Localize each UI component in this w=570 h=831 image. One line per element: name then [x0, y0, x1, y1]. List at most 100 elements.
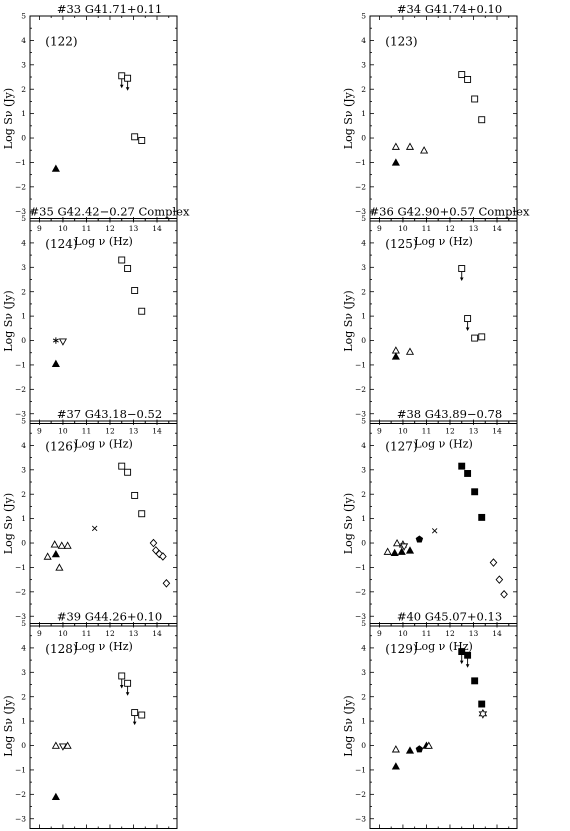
panel-title: #39 G44.26+0.10 — [57, 610, 162, 624]
data-point-square-filled — [471, 677, 479, 685]
x-tick-label: 9 — [37, 224, 42, 233]
x-tick-label: 11 — [82, 629, 92, 638]
data-point-square-open — [138, 711, 146, 719]
x-tick-label: 11 — [82, 427, 92, 436]
data-point-square-open — [138, 510, 146, 518]
y-tick-label: 0 — [361, 134, 366, 143]
y-tick-label: −2 — [355, 385, 366, 394]
data-point-square-open — [131, 491, 139, 499]
plot-frame — [369, 420, 518, 627]
data-point-tri-open — [55, 563, 64, 571]
y-tick-label: 4 — [361, 644, 366, 653]
data-point-square-open — [471, 334, 479, 342]
source-number: (128) — [45, 642, 77, 656]
data-point-tri-open — [383, 547, 392, 555]
data-point-square-filled — [471, 488, 479, 496]
y-tick-label: 1 — [21, 514, 26, 523]
y-tick-label: 0 — [361, 539, 366, 548]
upper-limit-arrowhead — [119, 684, 124, 689]
data-point-tri-filled — [405, 546, 415, 554]
y-tick-label: 4 — [21, 239, 26, 248]
y-axis-label: Log Sν (Jy) — [342, 493, 355, 554]
data-point-square-open — [464, 76, 472, 83]
x-tick-label: 14 — [492, 629, 502, 638]
data-point-tri-down-open — [400, 543, 409, 551]
y-axis-label: Log Sν (Jy) — [342, 290, 355, 351]
y-tick-label: −3 — [355, 612, 366, 621]
data-point-square-filled — [458, 462, 466, 470]
data-point-square-open — [118, 462, 126, 470]
data-point-square-open — [471, 95, 479, 103]
plot-frame — [29, 420, 178, 627]
data-point-square-open — [138, 307, 146, 315]
source-number: (122) — [45, 34, 77, 48]
upper-limit-arrowhead — [459, 277, 464, 282]
y-tick-label: −1 — [15, 766, 26, 775]
y-tick-label: 2 — [361, 85, 366, 94]
sed-panel: #38 G43.89−0.789 10 11 12 13 14−3−2−1012345Lo… — [342, 407, 518, 653]
data-point-tri-filled — [51, 359, 60, 367]
data-point-tri-open — [63, 741, 72, 749]
x-tick-label: 14 — [152, 224, 162, 233]
y-tick-label: 5 — [21, 214, 26, 223]
y-tick-label: −3 — [15, 814, 26, 823]
data-point-tri-filled — [397, 547, 406, 555]
data-point-square-open — [131, 133, 139, 141]
data-point-pentagon-filled — [415, 745, 424, 753]
y-tick-label: 2 — [21, 490, 26, 499]
y-tick-label: 2 — [361, 287, 366, 296]
x-tick-label: 13 — [469, 629, 479, 638]
y-tick-label: −1 — [15, 158, 26, 167]
x-tick-label: 9 — [377, 427, 382, 436]
data-point-cross — [431, 528, 438, 534]
data-point-tri-filled — [51, 549, 60, 558]
data-point-square-open — [118, 672, 126, 680]
data-point-tri-filled — [51, 792, 60, 801]
y-tick-label: 3 — [21, 60, 26, 69]
data-point-tri-filled — [391, 762, 400, 770]
data-point-tri-open — [51, 741, 60, 749]
data-point-tri-open — [50, 540, 59, 548]
data-point-square-open — [118, 72, 126, 80]
x-axis-label: Log ν (Hz) — [414, 640, 473, 653]
data-point-tri-down-open — [58, 743, 67, 751]
data-point-square-open — [478, 116, 486, 124]
panel-title: #34 G41.74+0.10 — [397, 2, 502, 16]
x-tick-label: 12 — [445, 629, 455, 638]
data-point-tri-open — [391, 745, 400, 753]
data-point-square-open — [124, 74, 132, 82]
y-tick-label: 3 — [21, 263, 26, 272]
x-tick-label: 13 — [469, 224, 479, 233]
y-tick-label: 1 — [21, 717, 26, 726]
data-point-pentagon-filled — [415, 535, 424, 543]
plot-frame — [369, 218, 518, 424]
data-point-tri-filled — [391, 352, 400, 360]
data-point-square-open — [458, 265, 466, 272]
x-tick-label: 11 — [422, 224, 432, 233]
y-tick-label: −3 — [15, 207, 26, 216]
y-tick-label: 0 — [21, 741, 26, 750]
panel-title: #33 G41.71+0.11 — [57, 2, 162, 16]
upper-limit-arrowhead — [459, 660, 464, 665]
upper-limit-arrowhead — [465, 327, 470, 332]
y-tick-label: −1 — [15, 361, 26, 370]
x-tick-label: 9 — [377, 629, 382, 638]
y-tick-label: 5 — [21, 619, 26, 628]
x-tick-label: 12 — [105, 224, 115, 233]
data-point-tri-open — [63, 541, 72, 549]
y-tick-label: 5 — [361, 214, 366, 223]
y-tick-label: 0 — [21, 336, 26, 345]
data-point-diamond-open — [489, 558, 498, 567]
upper-limit-arrowhead — [132, 721, 137, 726]
y-tick-label: −2 — [15, 182, 26, 191]
plot-frame — [369, 15, 518, 222]
data-point-tri-filled — [391, 158, 400, 166]
data-point-diamond-open — [149, 538, 158, 548]
x-tick-label: 11 — [422, 427, 432, 436]
x-tick-label: 9 — [37, 427, 42, 436]
y-tick-label: −2 — [15, 790, 26, 799]
x-tick-label: 13 — [129, 427, 139, 436]
x-tick-label: 10 — [58, 629, 68, 638]
